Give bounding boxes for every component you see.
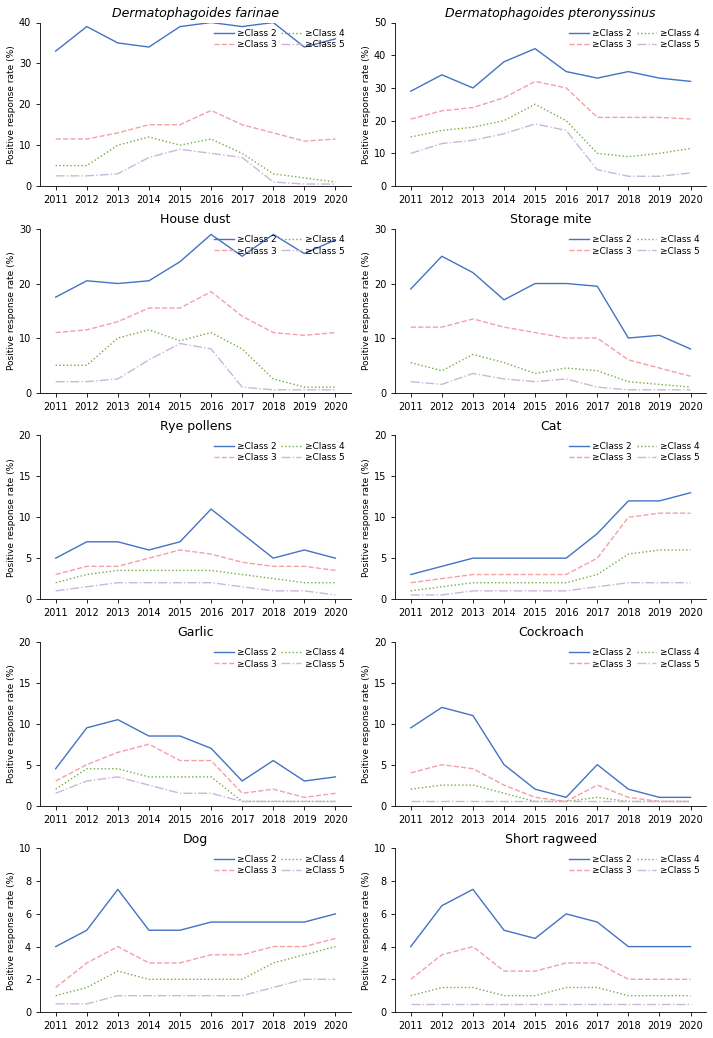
Y-axis label: Positive response rate (%): Positive response rate (%)	[362, 45, 371, 164]
Y-axis label: Positive response rate (%): Positive response rate (%)	[362, 458, 371, 577]
Legend: ≥Class 2, ≥Class 3, ≥Class 4, ≥Class 5: ≥Class 2, ≥Class 3, ≥Class 4, ≥Class 5	[567, 440, 702, 464]
Title: Dog: Dog	[183, 832, 208, 846]
Legend: ≥Class 2, ≥Class 3, ≥Class 4, ≥Class 5: ≥Class 2, ≥Class 3, ≥Class 4, ≥Class 5	[567, 647, 702, 671]
Title: Dermatophagoides farinae: Dermatophagoides farinae	[112, 7, 279, 20]
Title: House dust: House dust	[160, 214, 231, 226]
Legend: ≥Class 2, ≥Class 3, ≥Class 4, ≥Class 5: ≥Class 2, ≥Class 3, ≥Class 4, ≥Class 5	[212, 647, 347, 671]
Title: Storage mite: Storage mite	[510, 214, 591, 226]
Y-axis label: Positive response rate (%): Positive response rate (%)	[7, 664, 16, 783]
Y-axis label: Positive response rate (%): Positive response rate (%)	[7, 251, 16, 371]
Legend: ≥Class 2, ≥Class 3, ≥Class 4, ≥Class 5: ≥Class 2, ≥Class 3, ≥Class 4, ≥Class 5	[567, 853, 702, 877]
Legend: ≥Class 2, ≥Class 3, ≥Class 4, ≥Class 5: ≥Class 2, ≥Class 3, ≥Class 4, ≥Class 5	[212, 853, 347, 877]
Title: Garlic: Garlic	[178, 626, 214, 639]
Legend: ≥Class 2, ≥Class 3, ≥Class 4, ≥Class 5: ≥Class 2, ≥Class 3, ≥Class 4, ≥Class 5	[567, 27, 702, 51]
Legend: ≥Class 2, ≥Class 3, ≥Class 4, ≥Class 5: ≥Class 2, ≥Class 3, ≥Class 4, ≥Class 5	[212, 440, 347, 464]
Legend: ≥Class 2, ≥Class 3, ≥Class 4, ≥Class 5: ≥Class 2, ≥Class 3, ≥Class 4, ≥Class 5	[212, 27, 347, 51]
Legend: ≥Class 2, ≥Class 3, ≥Class 4, ≥Class 5: ≥Class 2, ≥Class 3, ≥Class 4, ≥Class 5	[212, 234, 347, 257]
Y-axis label: Positive response rate (%): Positive response rate (%)	[7, 45, 16, 164]
Title: Short ragweed: Short ragweed	[505, 832, 597, 846]
Y-axis label: Positive response rate (%): Positive response rate (%)	[7, 458, 16, 577]
Y-axis label: Positive response rate (%): Positive response rate (%)	[362, 664, 371, 783]
Title: Cockroach: Cockroach	[518, 626, 583, 639]
Y-axis label: Positive response rate (%): Positive response rate (%)	[362, 251, 371, 371]
Title: Cat: Cat	[540, 420, 561, 433]
Legend: ≥Class 2, ≥Class 3, ≥Class 4, ≥Class 5: ≥Class 2, ≥Class 3, ≥Class 4, ≥Class 5	[567, 234, 702, 257]
Title: Rye pollens: Rye pollens	[160, 420, 232, 433]
Title: Dermatophagoides pteronyssinus: Dermatophagoides pteronyssinus	[446, 7, 656, 20]
Y-axis label: Positive response rate (%): Positive response rate (%)	[7, 871, 16, 989]
Y-axis label: Positive response rate (%): Positive response rate (%)	[362, 871, 371, 989]
